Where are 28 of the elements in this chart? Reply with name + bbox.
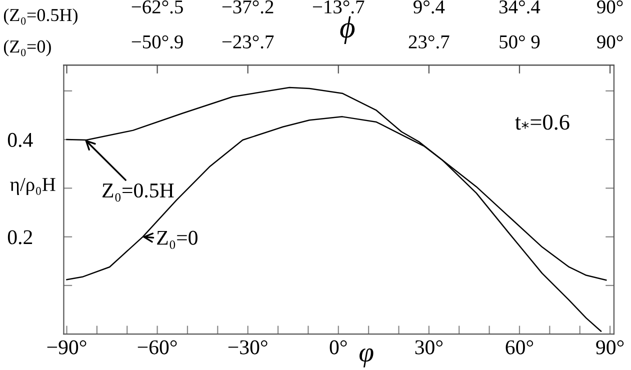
text: 34°.4 bbox=[500, 0, 540, 14]
text: −37°.2 bbox=[222, 0, 274, 14]
text: (Z₀=0.5H) bbox=[4, 8, 78, 25]
x-tick-label: −90° bbox=[47, 340, 86, 354]
x-tick-label: 60° bbox=[506, 340, 534, 354]
text: ϕ bbox=[340, 16, 355, 44]
annotation: Z₀=0 bbox=[157, 230, 198, 249]
text: 90° bbox=[597, 0, 623, 14]
y-tick-label: 0.4 bbox=[8, 132, 33, 148]
text: −23°.7 bbox=[222, 35, 274, 49]
text: −13°.7 bbox=[312, 0, 364, 14]
text: −62°.5 bbox=[132, 0, 183, 14]
annotation: Z₀=0.5H bbox=[102, 183, 174, 202]
x-tick-label: −30° bbox=[228, 340, 268, 354]
x-tick-label: 30° bbox=[415, 340, 443, 354]
x-tick-label: 0° bbox=[330, 340, 347, 354]
text: 90° bbox=[597, 35, 623, 48]
annotation: t$_{*}$=0.6 bbox=[515, 114, 570, 130]
text: 9°.4 bbox=[414, 0, 445, 14]
x-tick-label: 90° bbox=[596, 340, 624, 354]
text: (Z₀=0) bbox=[4, 40, 51, 56]
y-axis-title: η/ρ₀H bbox=[10, 178, 56, 195]
text: −50°.9 bbox=[132, 35, 183, 49]
text: 23°.7 bbox=[408, 35, 450, 49]
x-axis-title: φ bbox=[360, 348, 374, 368]
text: 50° 9 bbox=[500, 35, 540, 48]
y-tick-label: 0.2 bbox=[8, 230, 32, 244]
x-tick-label: −60° bbox=[138, 340, 177, 354]
